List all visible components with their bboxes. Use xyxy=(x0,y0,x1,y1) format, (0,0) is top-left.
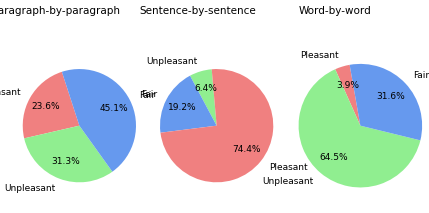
Wedge shape xyxy=(299,69,420,187)
Text: Fair: Fair xyxy=(414,71,429,80)
Text: Fair: Fair xyxy=(141,91,157,99)
Wedge shape xyxy=(160,69,273,182)
Text: 64.5%: 64.5% xyxy=(319,153,348,163)
Wedge shape xyxy=(24,126,112,182)
Text: Unpleasant: Unpleasant xyxy=(146,57,198,66)
Wedge shape xyxy=(335,65,360,126)
Wedge shape xyxy=(350,64,422,140)
Text: Pleasant: Pleasant xyxy=(300,52,339,60)
Text: 3.9%: 3.9% xyxy=(337,81,360,90)
Text: 45.1%: 45.1% xyxy=(100,104,128,113)
Text: Unpleasant: Unpleasant xyxy=(4,184,56,193)
Wedge shape xyxy=(23,72,79,138)
Wedge shape xyxy=(160,76,217,133)
Text: 23.6%: 23.6% xyxy=(32,102,60,111)
Text: 31.3%: 31.3% xyxy=(51,157,80,166)
Wedge shape xyxy=(62,69,136,172)
Text: Fair: Fair xyxy=(139,91,155,100)
Text: 6.4%: 6.4% xyxy=(194,84,217,93)
Wedge shape xyxy=(190,69,217,126)
Text: Word-by-word: Word-by-word xyxy=(298,6,371,16)
Text: 31.6%: 31.6% xyxy=(377,92,405,101)
Text: 19.2%: 19.2% xyxy=(168,104,197,112)
Text: Unpleasant: Unpleasant xyxy=(263,177,314,186)
Text: Pleasant: Pleasant xyxy=(269,163,307,172)
Text: Pleasant: Pleasant xyxy=(0,88,21,97)
Text: Sentence-by-sentence: Sentence-by-sentence xyxy=(139,6,256,16)
Text: 74.4%: 74.4% xyxy=(233,145,261,154)
Text: Paragraph-by-paragraph: Paragraph-by-paragraph xyxy=(0,6,120,16)
